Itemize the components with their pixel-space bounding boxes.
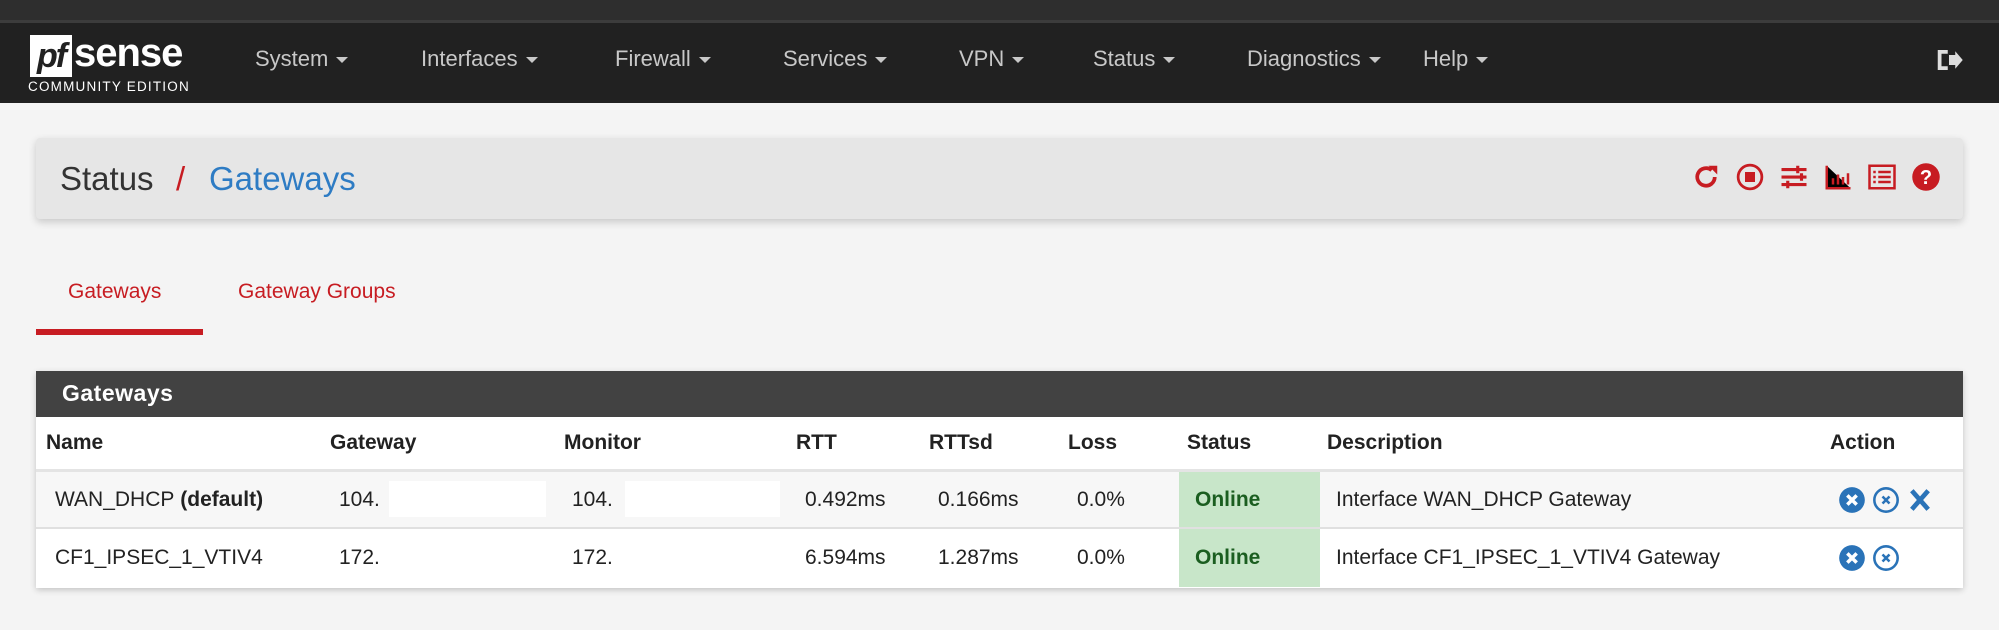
tab-gateway-groups[interactable]: Gateway Groups — [238, 280, 396, 303]
navbar: pf sense COMMUNITY EDITION System Interf… — [0, 23, 1999, 103]
nav-label: Interfaces — [421, 46, 518, 71]
svg-text:?: ? — [1920, 167, 1932, 189]
nav-diagnostics[interactable]: Diagnostics — [1247, 46, 1381, 72]
rttsd-value: 0.166ms — [938, 487, 1019, 511]
remove-icon[interactable] — [1906, 486, 1934, 514]
nav-label: Firewall — [615, 46, 691, 71]
stop-circle-icon[interactable] — [1735, 162, 1765, 192]
nav-interfaces[interactable]: Interfaces — [421, 46, 538, 72]
description: Interface WAN_DHCP Gateway — [1336, 487, 1632, 511]
caret-down-icon — [698, 57, 711, 64]
nav-vpn[interactable]: VPN — [959, 46, 1025, 72]
rttsd-value: 1.287ms — [938, 546, 1019, 569]
col-loss: Loss — [1068, 431, 1118, 454]
caret-down-icon — [1012, 57, 1025, 64]
description: Interface CF1_IPSEC_1_VTIV4 Gateway — [1336, 546, 1721, 569]
caret-down-icon — [875, 57, 888, 64]
nav-label: Services — [783, 46, 868, 71]
browser-top-strip — [0, 0, 1999, 23]
row-actions — [1838, 472, 1934, 527]
nav-label: Status — [1093, 46, 1156, 71]
sliders-icon[interactable] — [1779, 162, 1809, 192]
remove-circle-icon[interactable] — [1838, 486, 1866, 514]
table-header: Name Gateway Monitor RTT RTTsd Loss Stat… — [36, 417, 1963, 472]
col-action: Action — [1830, 431, 1896, 454]
nav-status[interactable]: Status — [1093, 46, 1176, 72]
breadcrumb-separator: / — [176, 160, 186, 197]
breadcrumb-parent[interactable]: Status — [60, 160, 154, 197]
sign-out-icon[interactable] — [1934, 45, 1964, 75]
gateway-name: WAN_DHCP (default) — [55, 472, 263, 527]
bar-chart-icon[interactable] — [1823, 162, 1853, 192]
default-label: (default) — [180, 487, 264, 511]
monitor-address: 172. — [572, 546, 613, 569]
rtt-value: 0.492ms — [805, 487, 886, 511]
col-status: Status — [1187, 431, 1252, 454]
loss-value: 0.0% — [1077, 487, 1125, 511]
col-name: Name — [46, 431, 104, 454]
remove-circle-outline-icon[interactable] — [1872, 544, 1900, 572]
nav-firewall[interactable]: Firewall — [615, 46, 711, 72]
panel-title: Gateways — [36, 371, 1963, 417]
caret-down-icon — [1368, 57, 1381, 64]
nav-system[interactable]: System — [255, 46, 349, 72]
question-circle-icon[interactable]: ? — [1911, 162, 1941, 192]
logo-sense-text: sense — [74, 31, 183, 75]
pfsense-logo[interactable]: pf sense COMMUNITY EDITION — [28, 31, 208, 95]
col-description: Description — [1327, 431, 1443, 454]
gateway-address: 104. — [339, 487, 380, 511]
gateway-name: CF1_IPSEC_1_VTIV4 — [55, 546, 263, 569]
nav-label: Help — [1423, 46, 1469, 71]
remove-circle-icon[interactable] — [1838, 544, 1866, 572]
nav-services[interactable]: Services — [783, 46, 888, 72]
nav-label: Diagnostics — [1247, 46, 1361, 71]
breadcrumb-bar: Status / Gateways ? — [36, 138, 1963, 219]
rtt-value: 6.594ms — [805, 546, 886, 569]
gateways-panel: Gateways Name Gateway Monitor RTT RTTsd … — [36, 371, 1963, 588]
logo-edition: COMMUNITY EDITION — [28, 79, 190, 94]
tab-gateways[interactable]: Gateways — [68, 280, 162, 303]
loss-value: 0.0% — [1077, 546, 1125, 569]
gateway-address: 172. — [339, 546, 380, 569]
table-row: WAN_DHCP (default) 104. 104. 0.492ms 0.1… — [36, 472, 1963, 529]
col-gateway: Gateway — [330, 431, 417, 454]
col-monitor: Monitor — [564, 431, 641, 454]
redacted-area — [625, 481, 780, 517]
status-badge: Online — [1179, 472, 1320, 527]
table-row: CF1_IPSEC_1_VTIV4 172. 172. 6.594ms 1.28… — [36, 529, 1963, 587]
col-rtt: RTT — [796, 431, 837, 454]
caret-down-icon — [1476, 57, 1489, 64]
monitor-address: 104. — [572, 487, 613, 511]
caret-down-icon — [1163, 57, 1176, 64]
breadcrumb-toolbar: ? — [1691, 162, 1941, 192]
nav-help[interactable]: Help — [1423, 46, 1489, 72]
name-text: WAN_DHCP — [55, 487, 175, 511]
nav-label: VPN — [959, 46, 1005, 71]
refresh-icon[interactable] — [1691, 162, 1721, 192]
nav-label: System — [255, 46, 329, 71]
logo-pf-mark: pf — [30, 35, 72, 77]
caret-down-icon — [336, 57, 349, 64]
list-alt-icon[interactable] — [1867, 162, 1897, 192]
active-tab-indicator — [36, 329, 203, 335]
row-actions — [1838, 529, 1900, 587]
remove-circle-outline-icon[interactable] — [1872, 486, 1900, 514]
col-rttsd: RTTsd — [929, 431, 993, 454]
status-badge: Online — [1179, 529, 1320, 587]
caret-down-icon — [525, 57, 538, 64]
breadcrumb-current[interactable]: Gateways — [209, 160, 356, 197]
redacted-area — [389, 481, 546, 517]
